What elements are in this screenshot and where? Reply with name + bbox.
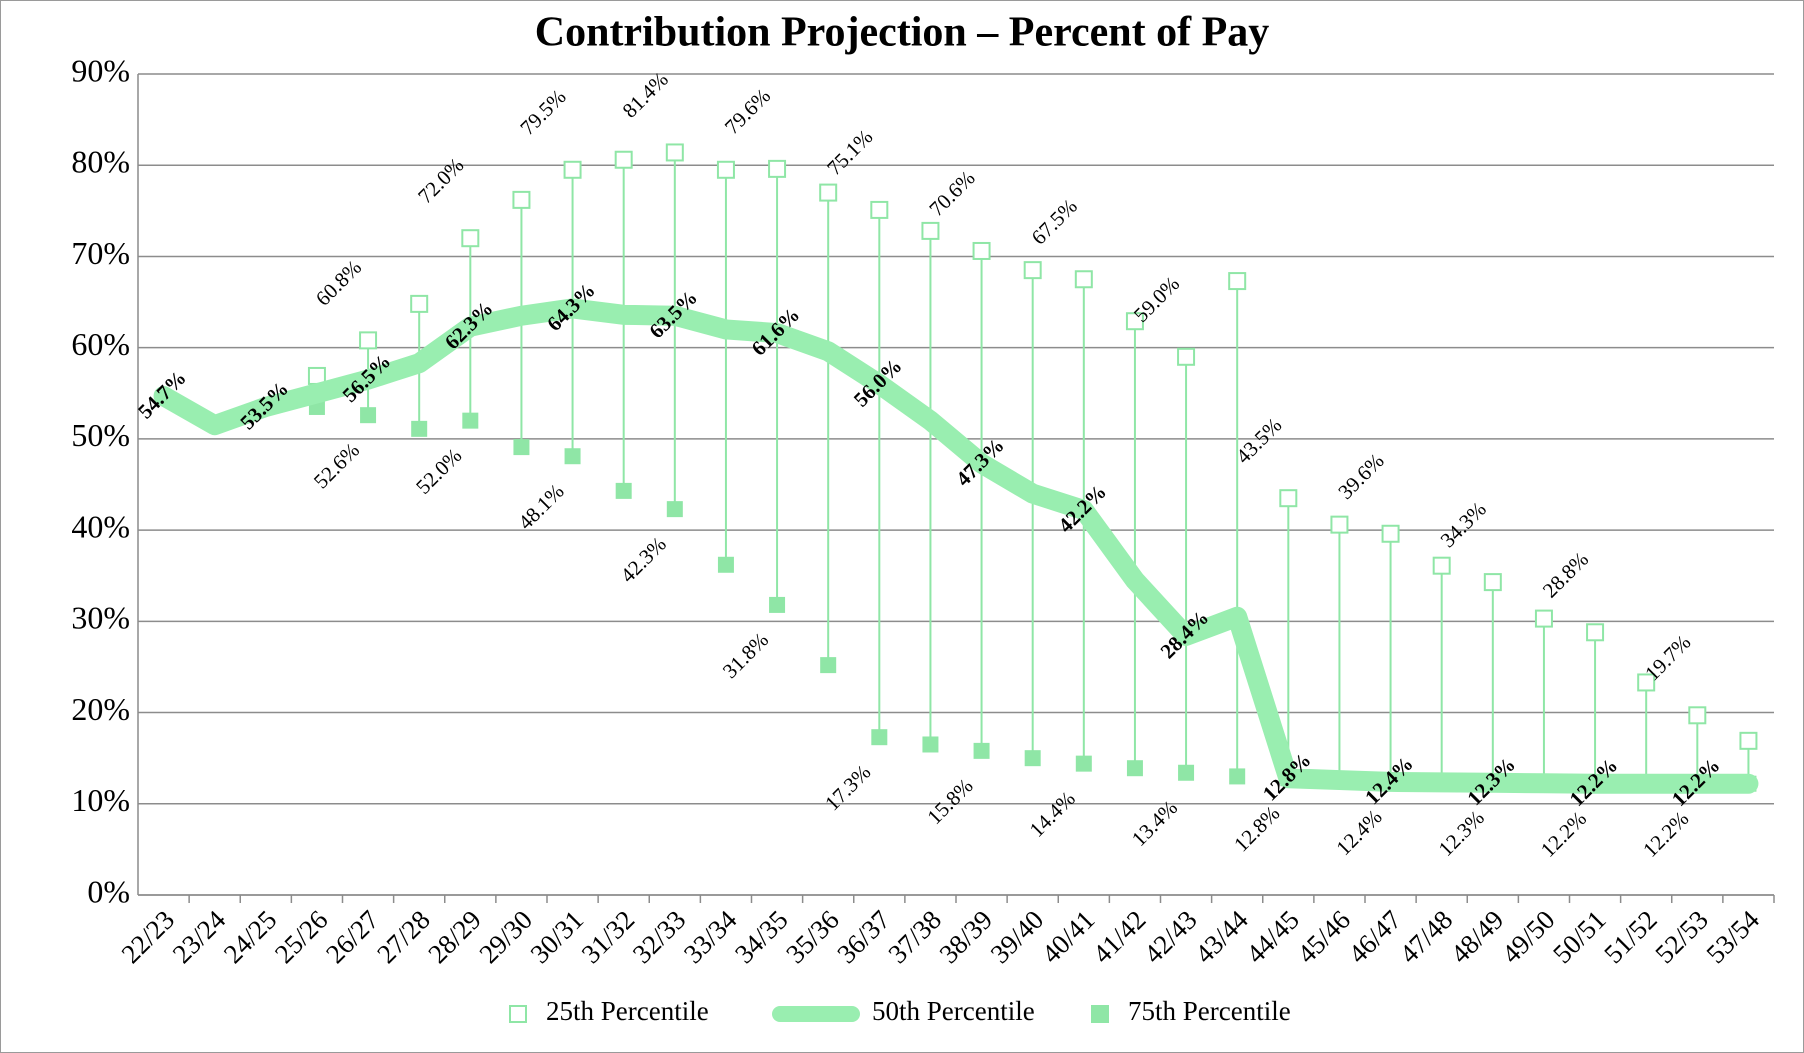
marker (1279, 489, 1298, 508)
marker (411, 420, 428, 437)
marker (1483, 573, 1502, 592)
legend-symbol (1091, 1005, 1109, 1023)
marker (1125, 312, 1144, 331)
marker (1075, 755, 1092, 772)
marker (360, 407, 377, 424)
marker (1177, 347, 1196, 366)
marker (1637, 673, 1656, 692)
legend-label: 50th Percentile (872, 996, 1035, 1026)
marker (461, 229, 480, 248)
legend-symbol (509, 1005, 527, 1023)
marker (1074, 270, 1093, 289)
marker (1534, 609, 1553, 628)
median-line (153, 298, 1759, 794)
legend-label: 75th Percentile (1128, 996, 1291, 1026)
marker (359, 331, 378, 350)
marker (1432, 556, 1451, 575)
y-tick-label: 0% (87, 873, 130, 909)
marker (563, 160, 582, 179)
marker (1178, 764, 1195, 781)
marker (1228, 272, 1247, 291)
marker (512, 190, 531, 209)
marker (870, 200, 889, 219)
y-tick-label: 40% (71, 508, 130, 544)
marker (973, 742, 990, 759)
marker (410, 294, 429, 313)
marker (1024, 750, 1041, 767)
marker (564, 448, 581, 465)
marker (1229, 768, 1246, 785)
marker (717, 556, 734, 573)
marker (615, 482, 632, 499)
y-tick-label: 90% (71, 52, 130, 88)
marker (871, 729, 888, 746)
y-tick-label: 30% (71, 600, 130, 636)
marker (1586, 623, 1605, 642)
y-tick-label: 70% (71, 235, 130, 271)
marker (820, 657, 837, 674)
legend-label: 25th Percentile (546, 996, 709, 1026)
chart-title: Contribution Projection – Percent of Pay (535, 10, 1270, 56)
marker (716, 160, 735, 179)
marker (768, 159, 787, 178)
marker (666, 501, 683, 518)
marker (1688, 706, 1707, 725)
y-tick-label: 20% (71, 691, 130, 727)
marker (922, 736, 939, 753)
marker (1381, 524, 1400, 543)
marker (819, 183, 838, 202)
marker (513, 439, 530, 456)
marker (1023, 261, 1042, 280)
marker (614, 150, 633, 169)
y-tick-label: 60% (71, 326, 130, 362)
marker (972, 241, 991, 260)
marker (462, 412, 479, 429)
marker (1126, 760, 1143, 777)
y-tick-label: 50% (71, 417, 130, 453)
marker (665, 143, 684, 162)
marker (921, 221, 940, 240)
marker (1739, 731, 1758, 750)
y-tick-label: 80% (71, 144, 130, 180)
marker (769, 596, 786, 613)
marker (1330, 515, 1349, 534)
y-tick-label: 10% (71, 782, 130, 818)
